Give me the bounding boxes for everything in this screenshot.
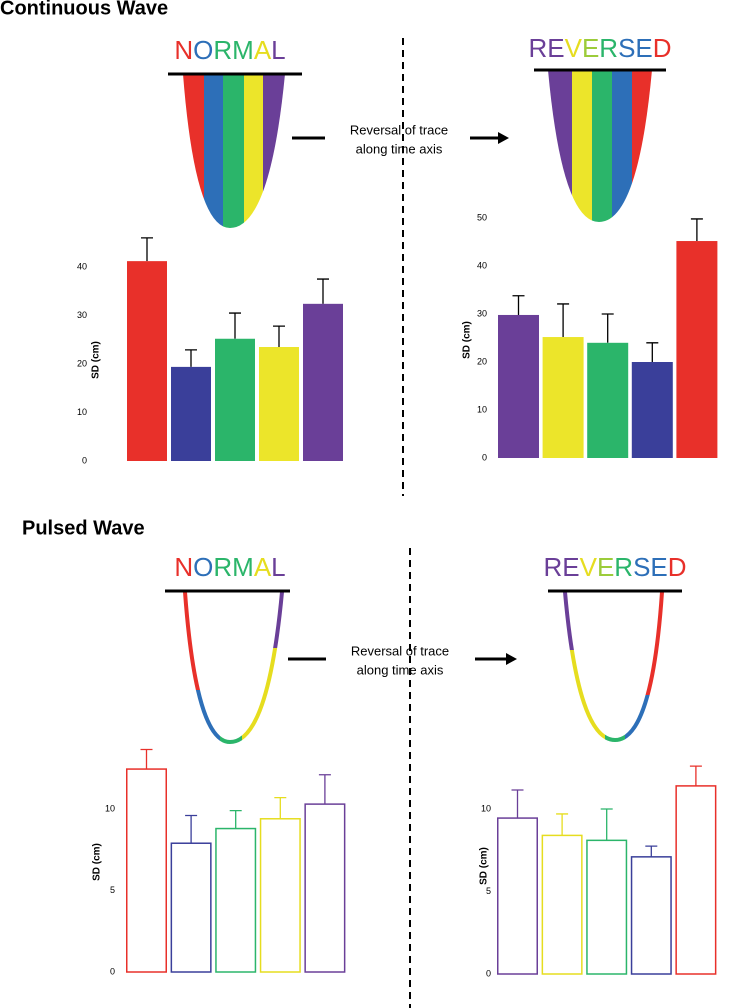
error-bar (690, 218, 703, 242)
y-tick-label: 30 (477, 308, 487, 318)
bar (303, 303, 343, 461)
error-bar (140, 748, 153, 770)
y-tick-label: 40 (77, 261, 87, 271)
error-bar (274, 796, 287, 819)
wave-label: REVERSED (543, 552, 686, 582)
wave-label: NORMAL (174, 552, 285, 582)
bar (170, 842, 212, 973)
error-bar (185, 814, 198, 844)
error-bar (556, 813, 569, 836)
bar (630, 856, 672, 975)
section-title: Continuous Wave (0, 0, 168, 19)
bar (541, 834, 583, 975)
pw-trace (183, 591, 284, 745)
error-bar (646, 342, 659, 362)
bar (127, 261, 167, 461)
y-tick-label: 0 (110, 966, 115, 976)
bar (587, 342, 629, 458)
bar (586, 839, 628, 975)
bar (259, 818, 301, 973)
section-title: Pulsed Wave (22, 517, 145, 539)
error-bar (141, 237, 153, 262)
error-bar (229, 809, 242, 829)
arrow-head (506, 653, 517, 665)
error-bar (512, 295, 525, 315)
error-bar (317, 278, 329, 304)
bar (631, 362, 673, 458)
wave-label: REVERSED (528, 33, 671, 63)
error-bar (645, 845, 658, 857)
y-axis-label: SD (cm) (92, 843, 103, 881)
error-bar (601, 313, 614, 343)
transition-text: Reversal of trace (350, 122, 448, 137)
y-tick-label: 10 (481, 803, 491, 813)
error-bar (689, 765, 702, 786)
cw-trace (548, 70, 652, 222)
y-tick-label: 0 (82, 455, 87, 465)
bar (498, 314, 539, 458)
y-tick-label: 30 (77, 310, 87, 320)
transition-text: along time axis (356, 141, 443, 156)
y-axis-label: SD (cm) (462, 321, 473, 359)
y-tick-label: 10 (477, 404, 487, 414)
bar (171, 366, 211, 461)
pw-trace (563, 591, 664, 743)
y-tick-label: 20 (77, 358, 87, 368)
error-bar (185, 349, 197, 367)
bar (676, 241, 718, 458)
y-tick-label: 40 (477, 260, 487, 270)
bar (497, 817, 538, 975)
bar (215, 338, 255, 461)
error-bar (318, 774, 331, 805)
y-tick-label: 5 (486, 886, 491, 896)
y-tick-label: 20 (477, 356, 487, 366)
y-axis-label: SD (cm) (91, 341, 102, 379)
y-tick-label: 50 (477, 212, 487, 222)
bar (215, 827, 257, 973)
bar (259, 347, 299, 461)
y-tick-label: 5 (110, 885, 115, 895)
error-bar (557, 303, 570, 338)
cw-trace (183, 74, 285, 228)
bar (126, 768, 167, 973)
bar (304, 803, 346, 973)
error-bar (229, 312, 241, 339)
transition-text: along time axis (357, 662, 444, 677)
bar (675, 785, 717, 975)
y-tick-label: 0 (486, 968, 491, 978)
error-bar (511, 789, 524, 819)
bar (542, 337, 584, 458)
arrow-head (498, 132, 509, 144)
y-tick-label: 10 (105, 803, 115, 813)
error-bar (600, 808, 613, 841)
y-tick-label: 10 (77, 407, 87, 417)
y-axis-label: SD (cm) (479, 847, 490, 885)
error-bar (273, 325, 285, 347)
wave-label: NORMAL (174, 35, 285, 65)
transition-text: Reversal of trace (351, 643, 449, 658)
y-tick-label: 0 (482, 452, 487, 462)
